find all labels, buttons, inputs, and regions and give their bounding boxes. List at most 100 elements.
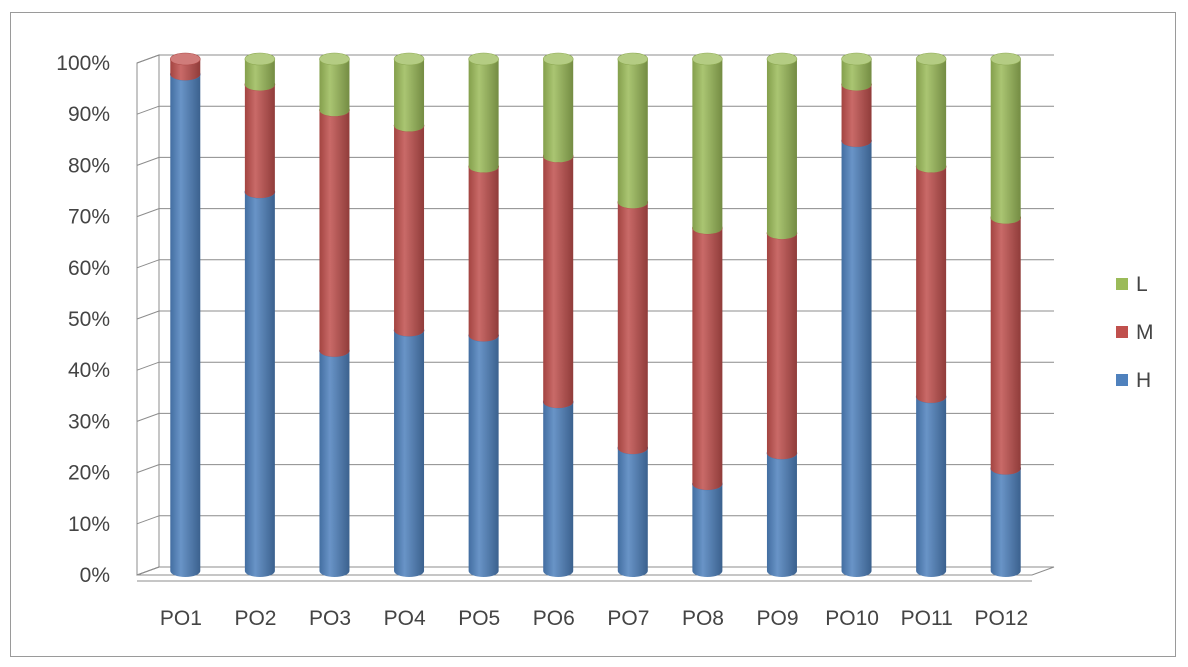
bar-segment-h-po7 xyxy=(617,448,648,577)
y-tick-label: 50% xyxy=(68,308,110,331)
bar-segment-l-po9 xyxy=(766,59,797,240)
bar-cap-l-po4 xyxy=(393,52,425,66)
bar-cap-l-po5 xyxy=(468,52,499,66)
bar-cap-l-po11 xyxy=(915,52,947,66)
gridline-wall xyxy=(136,310,160,320)
x-tick-label: PO6 xyxy=(533,607,575,630)
bar-stack-po8 xyxy=(692,52,723,577)
bar-segment-h-po2 xyxy=(244,192,275,577)
bar-stack-po12 xyxy=(990,52,1022,577)
y-tick-label: 20% xyxy=(68,462,110,485)
bar-segment-m-po4 xyxy=(394,125,425,337)
gridline-wall xyxy=(136,412,160,422)
legend-swatch-h xyxy=(1116,374,1128,386)
bar-segment-h-po12 xyxy=(990,468,1021,577)
x-tick-label: PO9 xyxy=(757,607,799,630)
y-axis-ticks: 0% 10% 20% 30% 40% 50% 60% 70% 80% 90% 100% xyxy=(56,52,110,587)
bar-stack-po6 xyxy=(542,52,574,577)
bar-segment-l-po12 xyxy=(990,59,1021,224)
gridline-wall xyxy=(136,464,160,474)
gridline-wall xyxy=(136,208,160,218)
bar-segment-l-po11 xyxy=(916,59,947,173)
bar-segment-h-po8 xyxy=(692,483,723,577)
bar-cap-l-po3 xyxy=(319,52,350,66)
x-tick-label: PO4 xyxy=(384,607,426,630)
gridlines xyxy=(136,54,1055,582)
bar-cap-l-po6 xyxy=(542,52,574,66)
bar-segment-m-po12 xyxy=(990,217,1021,475)
bar-segment-m-po9 xyxy=(766,233,797,460)
y-tick-label: 10% xyxy=(68,513,110,536)
x-tick-label: PO10 xyxy=(825,607,879,630)
bar-segment-h-po9 xyxy=(766,453,797,577)
bar-stack-po5 xyxy=(468,52,499,577)
bar-stack-po4 xyxy=(393,52,425,577)
bar-segment-h-po1 xyxy=(170,74,201,578)
bar-stack-po9 xyxy=(766,52,798,577)
legend-swatch-l xyxy=(1116,278,1128,290)
bar-segment-m-po6 xyxy=(543,156,574,409)
x-axis-ticks: PO1 PO2 PO3 PO4 PO5 PO6 PO7 PO8 PO9 PO10 PO11 PO12 xyxy=(160,607,1028,630)
y-tick-label: 0% xyxy=(80,564,110,587)
bar-cap-l-po12 xyxy=(990,52,1022,66)
y-tick-label: 40% xyxy=(68,359,110,382)
gridline-wall xyxy=(136,54,160,64)
bar-segment-h-po10 xyxy=(841,140,872,578)
legend-swatch-m xyxy=(1116,326,1128,338)
x-tick-label: PO11 xyxy=(901,607,953,630)
bar-segment-l-po7 xyxy=(617,59,648,209)
bar-segment-m-po8 xyxy=(692,227,723,490)
gridline-wall xyxy=(136,515,160,525)
bar-stack-po3 xyxy=(319,52,350,577)
bar-cap-l-po10 xyxy=(841,52,872,66)
y-tick-label: 80% xyxy=(68,154,110,177)
y-tick-label: 70% xyxy=(68,206,110,229)
legend-label-h: H xyxy=(1136,369,1151,392)
y-tick-label: 90% xyxy=(68,103,110,126)
bar-segment-m-po3 xyxy=(319,110,350,357)
bar-segment-m-po7 xyxy=(617,202,648,455)
bar-stack-po10 xyxy=(841,52,872,578)
bar-segment-m-po10 xyxy=(841,84,872,147)
x-tick-label: PO7 xyxy=(607,607,649,630)
legend-label-m: M xyxy=(1136,321,1154,344)
y-tick-label: 60% xyxy=(68,257,110,280)
bar-segment-m-po11 xyxy=(916,166,947,403)
bar-segment-h-po6 xyxy=(543,402,574,577)
x-tick-label: PO8 xyxy=(682,607,724,630)
bar-cap-l-po9 xyxy=(766,52,798,66)
bar-cap-l-po8 xyxy=(692,52,723,66)
bar-segment-h-po3 xyxy=(319,350,350,577)
y-tick-label: 100% xyxy=(56,52,110,75)
legend-label-l: L xyxy=(1136,273,1148,296)
bar-cap-m-po1 xyxy=(169,52,201,66)
gridline-wall xyxy=(136,361,160,371)
bar-stack-po11 xyxy=(915,52,947,577)
bar-segment-l-po10 xyxy=(841,59,872,91)
bar-segment-l-po4 xyxy=(394,59,425,132)
bar-stack-po1 xyxy=(169,52,201,578)
gridline-wall xyxy=(136,156,160,166)
bar-segment-l-po8 xyxy=(692,59,723,234)
bar-cap-l-po2 xyxy=(244,52,276,66)
bar-stack-po7 xyxy=(617,52,649,577)
x-tick-label: PO2 xyxy=(234,607,276,630)
x-tick-label: PO12 xyxy=(974,607,1028,630)
bar-segment-m-po5 xyxy=(468,166,499,342)
gridline-wall xyxy=(136,259,160,269)
floor xyxy=(136,566,1055,576)
legend: L M H xyxy=(1116,273,1154,392)
chart-frame xyxy=(10,12,1176,657)
bars xyxy=(169,52,1022,578)
x-tick-label: PO5 xyxy=(458,607,500,630)
bar-segment-l-po6 xyxy=(543,59,574,163)
x-tick-label: PO1 xyxy=(160,607,202,630)
y-tick-label: 30% xyxy=(68,410,110,433)
bar-segment-h-po11 xyxy=(916,396,947,577)
bar-segment-l-po5 xyxy=(468,59,499,173)
x-tick-label: PO3 xyxy=(309,607,351,630)
bar-segment-l-po3 xyxy=(319,59,350,117)
gridline-wall xyxy=(136,105,160,115)
bar-cap-l-po7 xyxy=(617,52,649,66)
